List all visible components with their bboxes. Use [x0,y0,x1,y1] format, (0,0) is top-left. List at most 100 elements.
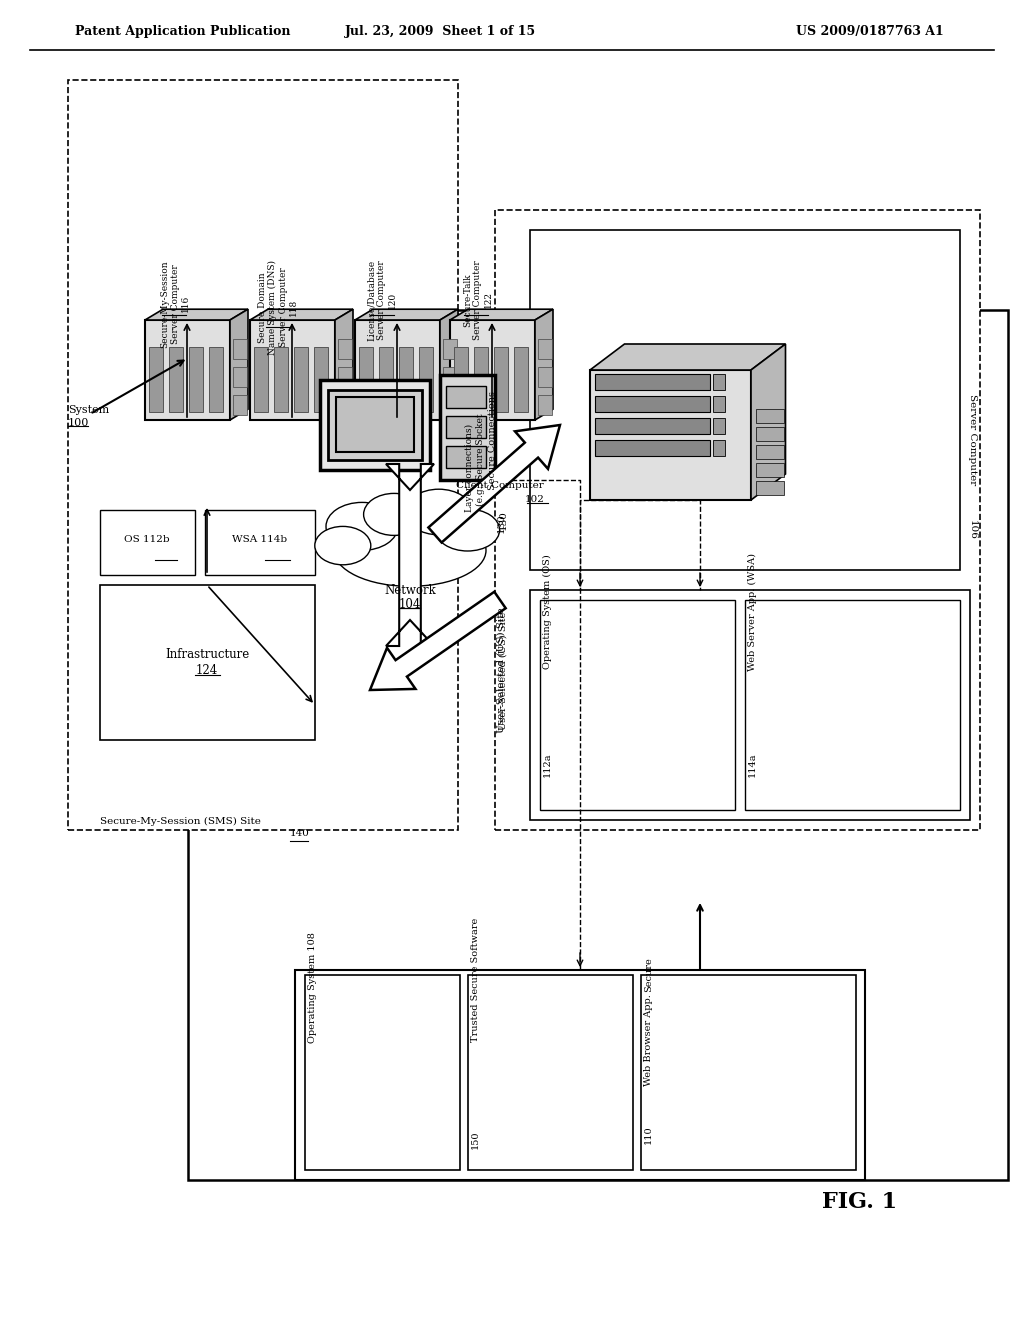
Bar [538,395,552,414]
Bar [530,230,961,570]
Bar [538,339,552,359]
Polygon shape [335,309,353,420]
Bar [595,418,710,434]
Text: User-Selected (US) Site: User-Selected (US) Site [499,611,508,730]
Bar [188,310,1008,1180]
Bar [338,395,352,414]
Polygon shape [386,465,434,645]
Text: OS 112b: OS 112b [124,536,170,544]
Bar [294,347,308,412]
Bar [305,975,460,1170]
Ellipse shape [326,503,398,550]
Bar [355,319,440,420]
Text: 100: 100 [68,418,89,428]
Text: Secure-My-Session
Server Computer
116: Secure-My-Session Server Computer 116 [160,260,189,347]
Bar [169,347,183,412]
Bar [274,347,288,412]
Bar [336,397,414,451]
Bar [254,347,268,412]
Bar [756,480,783,495]
Text: Layer connections): Layer connections) [465,424,474,512]
Bar [443,339,457,359]
Text: Secure Domain
Name System (DNS)
Server Computer
118: Secure Domain Name System (DNS) Server C… [258,260,298,355]
Text: Secure: Secure [644,957,653,993]
Text: Web Browser App.: Web Browser App. [644,994,653,1086]
Bar [538,367,552,387]
Ellipse shape [314,527,371,565]
Bar [713,396,725,412]
Text: 150: 150 [471,1131,480,1150]
Bar [419,347,433,412]
Bar [233,395,247,414]
Bar [595,440,710,455]
Bar [514,347,528,412]
Polygon shape [535,309,553,420]
Text: WSA 114b: WSA 114b [232,536,288,544]
Bar [595,374,710,389]
Bar [150,347,163,412]
Bar [713,440,725,455]
Text: License/Database
Server Computer
120: License/Database Server Computer 120 [367,260,397,341]
Bar [399,347,413,412]
Bar [100,585,315,741]
Text: 104: 104 [398,598,421,610]
Text: Secure-Talk
Server Computer
122: Secure-Talk Server Computer 122 [463,260,493,339]
Bar [314,347,328,412]
Bar [319,380,430,470]
Text: Network: Network [384,583,436,597]
Bar [205,510,315,576]
Bar [443,395,457,414]
Bar [446,416,486,438]
Polygon shape [450,309,553,319]
Text: Server Computer: Server Computer [968,395,977,486]
Bar [641,975,856,1170]
Bar [443,367,457,387]
Polygon shape [440,309,458,420]
Text: System: System [68,405,110,414]
Polygon shape [428,425,560,543]
Polygon shape [370,591,506,690]
Text: 130: 130 [499,510,508,529]
Ellipse shape [364,494,424,536]
Bar [250,319,335,420]
Bar [233,367,247,387]
Text: 112a: 112a [543,752,552,777]
Polygon shape [145,309,248,319]
Text: Client Computer: Client Computer [456,480,544,490]
Text: 130: 130 [497,513,506,533]
Bar [756,426,783,441]
Bar [379,347,393,412]
Polygon shape [250,309,353,319]
Bar [359,347,373,412]
Bar [295,970,865,1180]
Text: Trusted Secure Software: Trusted Secure Software [471,917,480,1041]
Bar [145,319,230,420]
Bar [233,339,247,359]
Ellipse shape [334,515,486,586]
Text: Operating System (OS): Operating System (OS) [543,554,552,669]
Polygon shape [230,309,248,420]
Text: 114a: 114a [748,752,757,777]
Text: Operating System 108: Operating System 108 [308,932,317,1043]
Bar [338,367,352,387]
Bar [209,347,223,412]
Bar [590,370,751,500]
Bar [495,210,980,830]
Ellipse shape [406,490,472,535]
Text: Patent Application Publication: Patent Application Publication [75,25,291,38]
Text: Secure-My-Session (SMS) Site: Secure-My-Session (SMS) Site [100,817,261,826]
Text: Web Server App. (WSA): Web Server App. (WSA) [748,553,757,671]
Text: Secure Connections: Secure Connections [488,391,497,490]
Bar [440,375,495,480]
Bar [540,601,735,810]
Text: 140: 140 [290,829,310,838]
Text: 102: 102 [525,495,545,504]
Text: 106: 106 [968,520,977,540]
Ellipse shape [435,510,500,550]
Bar [68,81,458,830]
Bar [468,975,633,1170]
Bar [756,445,783,459]
Bar [494,347,508,412]
Text: FIG. 1: FIG. 1 [822,1191,898,1213]
Bar [454,347,468,412]
